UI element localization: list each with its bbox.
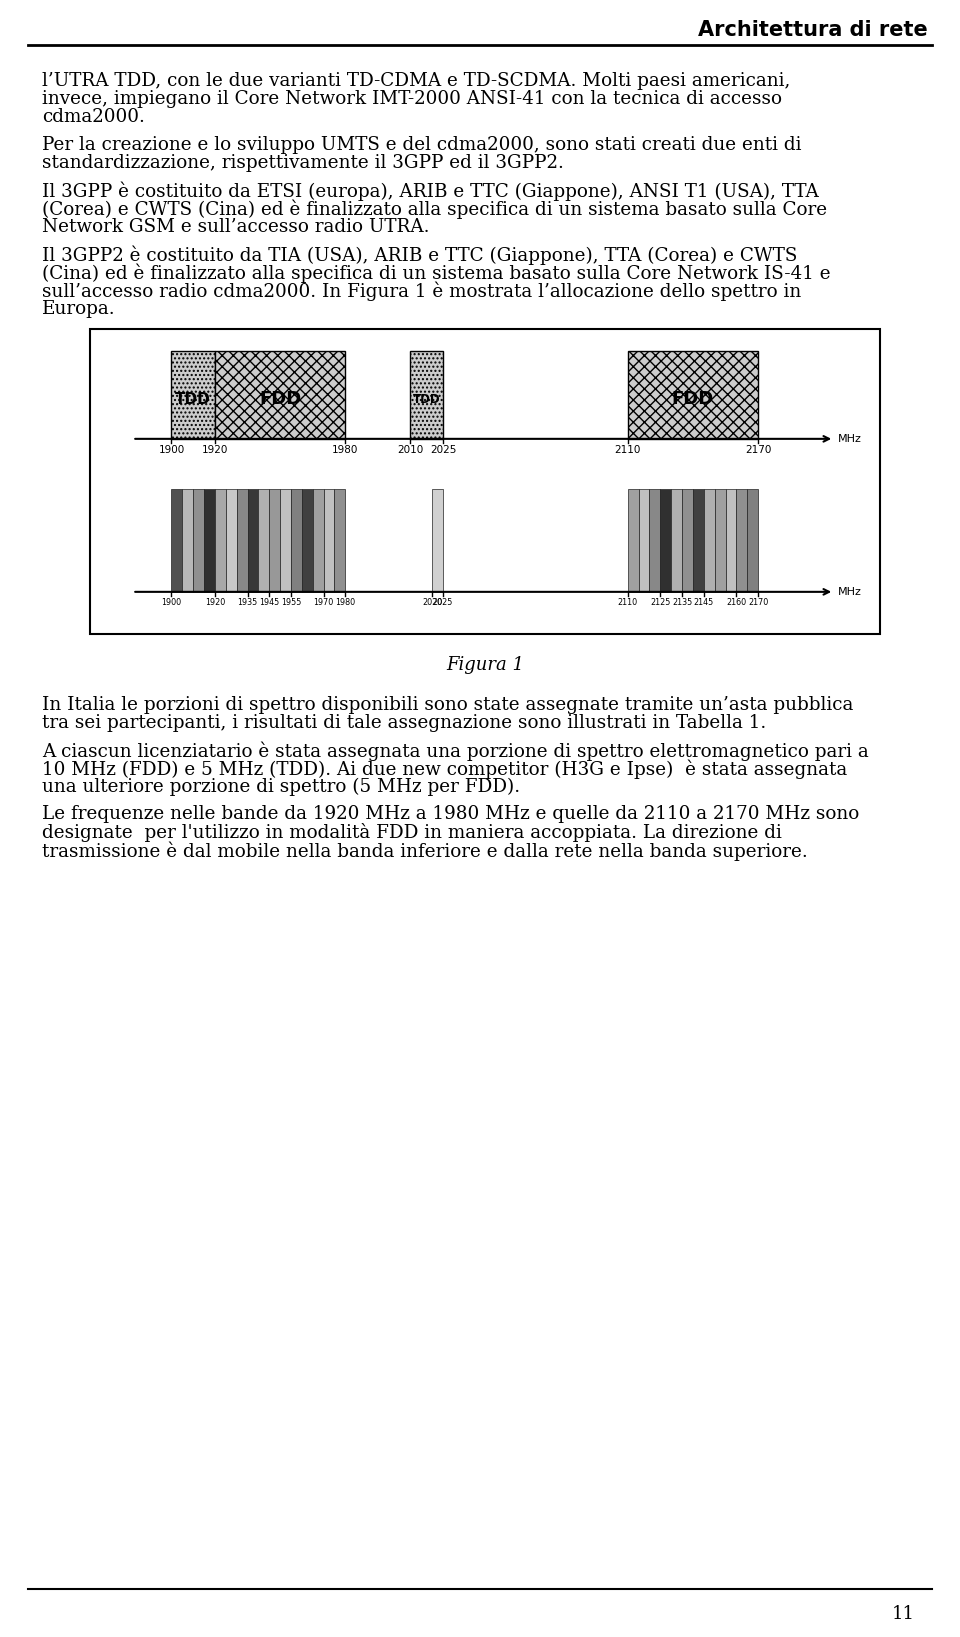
Bar <box>660 489 671 593</box>
Text: Figura 1: Figura 1 <box>446 656 524 674</box>
Bar <box>324 489 334 593</box>
Text: l’UTRA TDD, con le due varianti TD-CDMA e TD-SCDMA. Molti paesi americani,: l’UTRA TDD, con le due varianti TD-CDMA … <box>42 72 790 90</box>
Bar <box>671 489 682 593</box>
Text: TDD: TDD <box>413 393 441 406</box>
Text: 2145: 2145 <box>694 598 714 607</box>
Text: tra sei partecipanti, i risultati di tale assegnazione sono illustrati in Tabell: tra sei partecipanti, i risultati di tal… <box>42 714 766 732</box>
Text: 2170: 2170 <box>745 445 771 455</box>
Text: Network GSM e sull’accesso radio UTRA.: Network GSM e sull’accesso radio UTRA. <box>42 218 429 236</box>
Bar <box>90 329 880 634</box>
Text: Le frequenze nelle bande da 1920 MHz a 1980 MHz e quelle da 2110 a 2170 MHz sono: Le frequenze nelle bande da 1920 MHz a 1… <box>42 805 859 823</box>
Bar <box>334 489 346 593</box>
Text: 1980: 1980 <box>335 598 355 607</box>
Text: In Italia le porzioni di spettro disponibili sono state assegnate tramite un’ast: In Italia le porzioni di spettro disponi… <box>42 696 853 714</box>
Text: 1920: 1920 <box>202 445 228 455</box>
Bar <box>280 489 291 593</box>
Text: FDD: FDD <box>672 390 714 408</box>
Text: Per la creazione e lo sviluppo UMTS e del cdma2000, sono stati creati due enti d: Per la creazione e lo sviluppo UMTS e de… <box>42 136 802 154</box>
Text: 11: 11 <box>892 1604 915 1622</box>
Bar <box>193 489 204 593</box>
Text: MHz: MHz <box>838 586 862 598</box>
Text: 1935: 1935 <box>237 598 257 607</box>
Text: invece, impiegano il Core Network IMT-2000 ANSI-41 con la tecnica di accesso: invece, impiegano il Core Network IMT-20… <box>42 90 782 108</box>
Text: 2025: 2025 <box>430 445 456 455</box>
Text: 1955: 1955 <box>280 598 301 607</box>
Text: 1900: 1900 <box>161 598 181 607</box>
Bar <box>628 489 638 593</box>
Bar <box>638 489 650 593</box>
Bar <box>172 489 182 593</box>
Text: 2010: 2010 <box>397 445 423 455</box>
Text: 1900: 1900 <box>158 445 184 455</box>
Bar <box>172 350 215 439</box>
Text: 2170: 2170 <box>748 598 768 607</box>
Bar <box>215 350 346 439</box>
Bar <box>269 489 280 593</box>
Bar <box>301 489 313 593</box>
Text: A ciascun licenziatario è stata assegnata una porzione di spettro elettromagneti: A ciascun licenziatario è stata assegnat… <box>42 742 869 761</box>
Bar <box>693 489 704 593</box>
Text: 2110: 2110 <box>617 598 637 607</box>
Text: 2020: 2020 <box>422 598 443 607</box>
Bar <box>182 489 193 593</box>
Bar <box>747 489 758 593</box>
Bar <box>258 489 269 593</box>
Bar <box>682 489 693 593</box>
Bar <box>291 489 301 593</box>
Text: 2110: 2110 <box>614 445 641 455</box>
Bar <box>313 489 324 593</box>
Bar <box>204 489 215 593</box>
Text: sull’accesso radio cdma2000. In Figura 1 è mostrata l’allocazione dello spettro : sull’accesso radio cdma2000. In Figura 1… <box>42 282 802 301</box>
Text: Il 3GPP2 è costituito da TIA (USA), ARIB e TTC (Giappone), TTA (Corea) e CWTS: Il 3GPP2 è costituito da TIA (USA), ARIB… <box>42 246 798 265</box>
Text: standardizzazione, rispettivamente il 3GPP ed il 3GPP2.: standardizzazione, rispettivamente il 3G… <box>42 154 564 172</box>
Text: 2160: 2160 <box>727 598 747 607</box>
Bar <box>628 350 758 439</box>
Text: trasmissione è dal mobile nella banda inferiore e dalla rete nella banda superio: trasmissione è dal mobile nella banda in… <box>42 841 807 861</box>
Text: designate  per l'utilizzo in modalità FDD in maniera accoppiata. La direzione di: designate per l'utilizzo in modalità FDD… <box>42 823 781 843</box>
Bar <box>650 489 660 593</box>
Text: 2135: 2135 <box>672 598 692 607</box>
Bar <box>714 489 726 593</box>
Bar <box>432 489 444 593</box>
Bar <box>411 350 444 439</box>
Text: 1945: 1945 <box>259 598 279 607</box>
Bar <box>248 489 258 593</box>
Bar <box>736 489 747 593</box>
Text: Europa.: Europa. <box>42 300 115 318</box>
Text: 10 MHz (FDD) e 5 MHz (TDD). Ai due new competitor (H3G e Ipse)  è stata assegnat: 10 MHz (FDD) e 5 MHz (TDD). Ai due new c… <box>42 760 848 779</box>
Text: Architettura di rete: Architettura di rete <box>698 20 928 39</box>
Text: Il 3GPP è costituito da ETSI (europa), ARIB e TTC (Giappone), ANSI T1 (USA), TTA: Il 3GPP è costituito da ETSI (europa), A… <box>42 182 819 201</box>
Text: (Corea) e CWTS (Cina) ed è finalizzato alla specifica di un sistema basato sulla: (Corea) e CWTS (Cina) ed è finalizzato a… <box>42 200 828 219</box>
Bar <box>236 489 248 593</box>
Bar <box>226 489 236 593</box>
Text: cdma2000.: cdma2000. <box>42 108 145 126</box>
Text: 2025: 2025 <box>433 598 453 607</box>
Text: TDD: TDD <box>176 391 211 406</box>
Text: (Cina) ed è finalizzato alla specifica di un sistema basato sulla Core Network I: (Cina) ed è finalizzato alla specifica d… <box>42 264 830 283</box>
Text: 1920: 1920 <box>204 598 225 607</box>
Text: MHz: MHz <box>838 434 862 444</box>
Bar <box>726 489 736 593</box>
Text: 2125: 2125 <box>650 598 670 607</box>
Bar <box>215 489 226 593</box>
Text: FDD: FDD <box>259 390 301 408</box>
Text: 1980: 1980 <box>332 445 358 455</box>
Text: una ulteriore porzione di spettro (5 MHz per FDD).: una ulteriore porzione di spettro (5 MHz… <box>42 778 520 796</box>
Text: 1970: 1970 <box>313 598 334 607</box>
Bar <box>704 489 714 593</box>
